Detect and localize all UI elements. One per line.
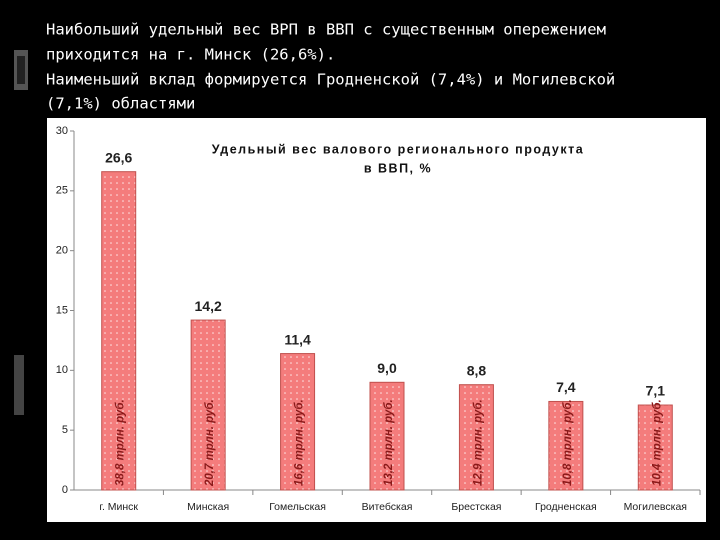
y-tick-label: 15 [56, 304, 68, 316]
bar-annotation: 10,4 трлн. руб. [651, 399, 663, 486]
bar [369, 381, 405, 491]
value-label: 26,6 [105, 149, 132, 165]
x-tick-label: Витебская [362, 501, 413, 513]
y-tick-label: 25 [56, 185, 68, 197]
bar-annotation: 16,6 трлн. руб. [294, 399, 306, 486]
x-tick-label: Гродненская [535, 501, 597, 513]
bar [458, 384, 494, 491]
value-label: 9,0 [377, 360, 397, 376]
x-tick-label: Минская [187, 501, 229, 513]
y-tick-label: 20 [56, 245, 68, 257]
slide-text: Наименьший вклад формируется Гродненской… [46, 71, 615, 89]
y-tick-label: 0 [62, 484, 68, 496]
value-label: 14,2 [195, 298, 222, 314]
decoration [14, 355, 24, 415]
bar [280, 353, 316, 491]
bar-annotation: 10,8 трлн. руб. [562, 399, 574, 486]
bar-annotation: 20,7 трлн. руб. [204, 399, 216, 487]
value-label: 11,4 [284, 331, 311, 347]
slide-text: (7,1%) областями [46, 95, 195, 113]
bar [548, 400, 584, 491]
value-label: 7,1 [646, 383, 666, 399]
chart-title: Удельный вес валового регионального прод… [212, 142, 584, 156]
decoration [17, 56, 25, 84]
y-tick-label: 10 [56, 364, 68, 376]
x-tick-label: г. Минск [99, 501, 138, 513]
bar-annotation: 13,2 трлн. руб. [383, 399, 395, 486]
slide-text: приходится на г. Минск (26,6%). [46, 46, 335, 64]
y-tick-label: 5 [62, 424, 68, 436]
value-label: 8,8 [467, 362, 487, 378]
bar-annotation: 38,8 трлн. руб. [115, 399, 127, 486]
value-label: 7,4 [556, 379, 576, 395]
x-tick-label: Гомельская [269, 501, 326, 513]
x-tick-label: Брестская [451, 501, 501, 513]
bar [101, 171, 137, 491]
x-tick-label: Могилевская [624, 501, 687, 513]
bar [637, 404, 673, 491]
y-tick-label: 30 [56, 125, 68, 137]
bar [190, 319, 226, 491]
bar-annotation: 12,9 трлн. руб. [472, 399, 484, 486]
slide-text: Наибольший удельный вес ВРП в ВВП с суще… [46, 21, 606, 39]
chart-title: в ВВП, % [364, 161, 432, 175]
